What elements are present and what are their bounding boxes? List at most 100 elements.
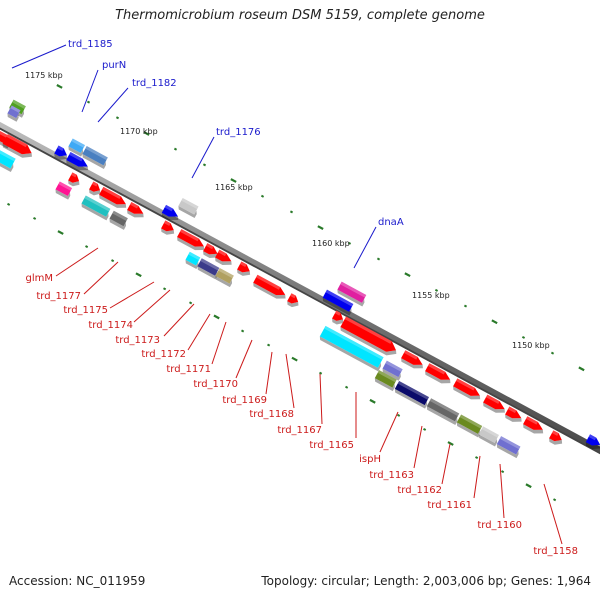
tick-mark xyxy=(85,245,89,249)
gene-shadow xyxy=(68,180,80,187)
gene-highlight xyxy=(164,204,174,212)
gene-shadow xyxy=(496,444,519,459)
gene-arrow xyxy=(89,181,101,196)
gene-label: trd_1172 xyxy=(141,349,186,360)
gene-body xyxy=(382,360,403,378)
gene-shadow xyxy=(215,257,232,265)
gene-shadow xyxy=(197,266,218,280)
gene-label: trd_1170 xyxy=(193,379,238,390)
gene-highlight xyxy=(385,360,403,372)
gene-highlight xyxy=(325,289,354,307)
gene-label: trd_1158 xyxy=(533,546,578,557)
kbp-label: 1170 kbp xyxy=(120,127,158,136)
gene-body xyxy=(7,105,21,119)
gene-label: trd_1169 xyxy=(222,395,267,406)
gene-body xyxy=(253,274,286,296)
leader-line xyxy=(285,353,295,409)
gene-shadow xyxy=(82,153,107,169)
gene-body xyxy=(82,146,108,166)
gene-body xyxy=(197,258,220,276)
gene-highlight xyxy=(0,144,16,162)
gene-arrow xyxy=(127,202,144,218)
gene-highlight xyxy=(179,229,199,242)
gene-shadow xyxy=(54,153,68,160)
gene-highlight xyxy=(200,258,220,271)
gene-highlight xyxy=(10,105,21,113)
gene-arrow xyxy=(523,416,544,434)
gene-label: trd_1163 xyxy=(369,470,414,481)
tick-mark xyxy=(491,319,498,325)
gene-shadow xyxy=(0,154,14,173)
gene-arrow xyxy=(287,293,299,308)
gene-arrow xyxy=(197,258,220,280)
gene-highlight xyxy=(485,394,500,404)
gene-body xyxy=(337,281,367,303)
tick-mark xyxy=(56,84,63,89)
gene-shadow xyxy=(549,438,563,445)
gene-shadow xyxy=(483,402,505,413)
gene-arrow xyxy=(340,316,397,356)
gene-arrow xyxy=(81,195,111,221)
gene-shadow xyxy=(127,209,144,218)
tick-mark xyxy=(213,314,220,320)
gene-label: trd_1176 xyxy=(216,127,261,138)
gene-highlight xyxy=(403,350,418,360)
leader-line xyxy=(83,261,119,295)
gene-arrow xyxy=(319,325,384,372)
gene-arrow xyxy=(82,146,108,169)
gene-highlight xyxy=(551,430,559,436)
gene-body xyxy=(478,426,499,443)
gene-label: trd_1168 xyxy=(249,409,294,420)
leader-line xyxy=(11,44,67,69)
gene-shadow xyxy=(382,368,401,381)
gene-arrow xyxy=(161,220,175,235)
tick-mark xyxy=(7,202,11,206)
gene-body xyxy=(66,152,88,167)
tick-mark xyxy=(376,257,381,261)
gene-arrow xyxy=(203,243,218,258)
gene-highlight xyxy=(397,380,430,400)
gene-body xyxy=(177,229,204,247)
tick-mark xyxy=(525,483,532,489)
gene-highlight xyxy=(481,426,499,438)
leader-line xyxy=(81,69,99,113)
labels: 1175 kbp 1170 kbp 1165 kbp 1160 kbp 1155 kbp… xyxy=(25,39,578,557)
gene-shadow xyxy=(453,386,481,400)
gene-label: trd_1174 xyxy=(88,320,133,331)
gene-shadow xyxy=(253,282,286,299)
tick-mark xyxy=(345,385,349,389)
gene-shadow xyxy=(237,269,251,276)
gene-body xyxy=(426,398,460,422)
leader-line xyxy=(499,463,505,519)
gene-highlight xyxy=(455,378,475,391)
gene-body xyxy=(55,181,73,197)
tick-mark xyxy=(173,147,178,151)
leader-line xyxy=(413,425,423,469)
gene-highlight xyxy=(256,274,281,290)
gene-highlight xyxy=(91,181,98,187)
gene-highlight xyxy=(340,281,367,298)
tick-mark xyxy=(369,398,376,404)
leader-line xyxy=(163,303,195,337)
gene-arrow xyxy=(253,274,286,299)
gene-label: glmM xyxy=(26,273,54,284)
leader-line xyxy=(187,313,211,351)
gene-body xyxy=(496,436,521,455)
gene-arrow xyxy=(332,310,344,325)
gene-arrow xyxy=(0,144,16,173)
gene-arrow xyxy=(382,360,403,381)
tick-mark xyxy=(189,301,193,305)
gene-body xyxy=(215,268,234,284)
gene-features xyxy=(0,99,600,459)
kbp-label: 1165 kbp xyxy=(215,183,253,192)
tick-mark xyxy=(447,441,454,446)
gene-arrow xyxy=(215,268,234,288)
gene-arrow xyxy=(337,281,367,307)
gene-shadow xyxy=(7,113,19,122)
gene-shadow xyxy=(99,194,127,208)
gene-arrow xyxy=(109,210,128,230)
tick-mark xyxy=(347,241,352,245)
gene-body xyxy=(127,202,144,214)
gene-shadow xyxy=(332,318,344,325)
gene-highlight xyxy=(163,220,171,226)
